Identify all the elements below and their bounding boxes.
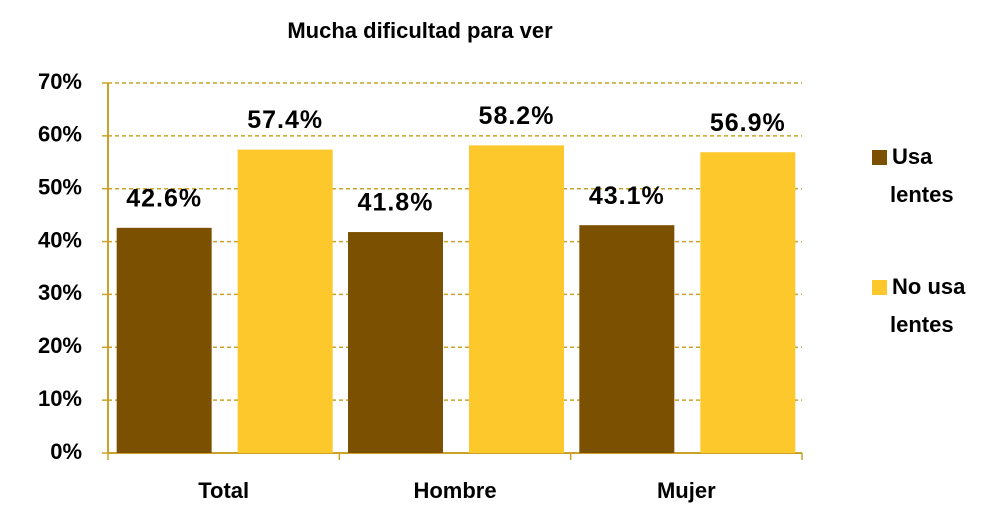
- bar: [348, 232, 443, 453]
- y-tick-label: 30%: [38, 280, 82, 305]
- legend-swatch: [872, 280, 887, 295]
- legend-label: Usa lentes: [890, 144, 954, 207]
- y-tick-label: 10%: [38, 386, 82, 411]
- value-label: 43.1%: [589, 182, 665, 210]
- legend-swatch: [872, 150, 887, 165]
- x-tick-label: Total: [198, 478, 249, 503]
- y-tick-label: 20%: [38, 333, 82, 358]
- x-tick-label: Hombre: [413, 478, 496, 503]
- value-label: 56.9%: [710, 109, 786, 137]
- value-label: 57.4%: [247, 106, 323, 134]
- value-label: 42.6%: [126, 184, 202, 212]
- bar: [237, 149, 333, 453]
- y-tick-label: 0%: [50, 439, 82, 464]
- x-tick-label: Mujer: [657, 478, 716, 503]
- bar: [116, 227, 212, 453]
- y-tick-label: 40%: [38, 227, 82, 252]
- legend-label: No usa lentes: [890, 274, 966, 337]
- bar: [469, 145, 564, 453]
- y-tick-label: 50%: [38, 175, 82, 200]
- chart-title: Mucha dificultad para ver: [287, 18, 553, 43]
- bar: [579, 225, 675, 453]
- y-tick-label: 60%: [38, 122, 82, 147]
- bar: [700, 152, 796, 453]
- value-label: 58.2%: [479, 102, 555, 130]
- y-tick-label: 70%: [38, 69, 82, 94]
- value-label: 41.8%: [358, 189, 434, 217]
